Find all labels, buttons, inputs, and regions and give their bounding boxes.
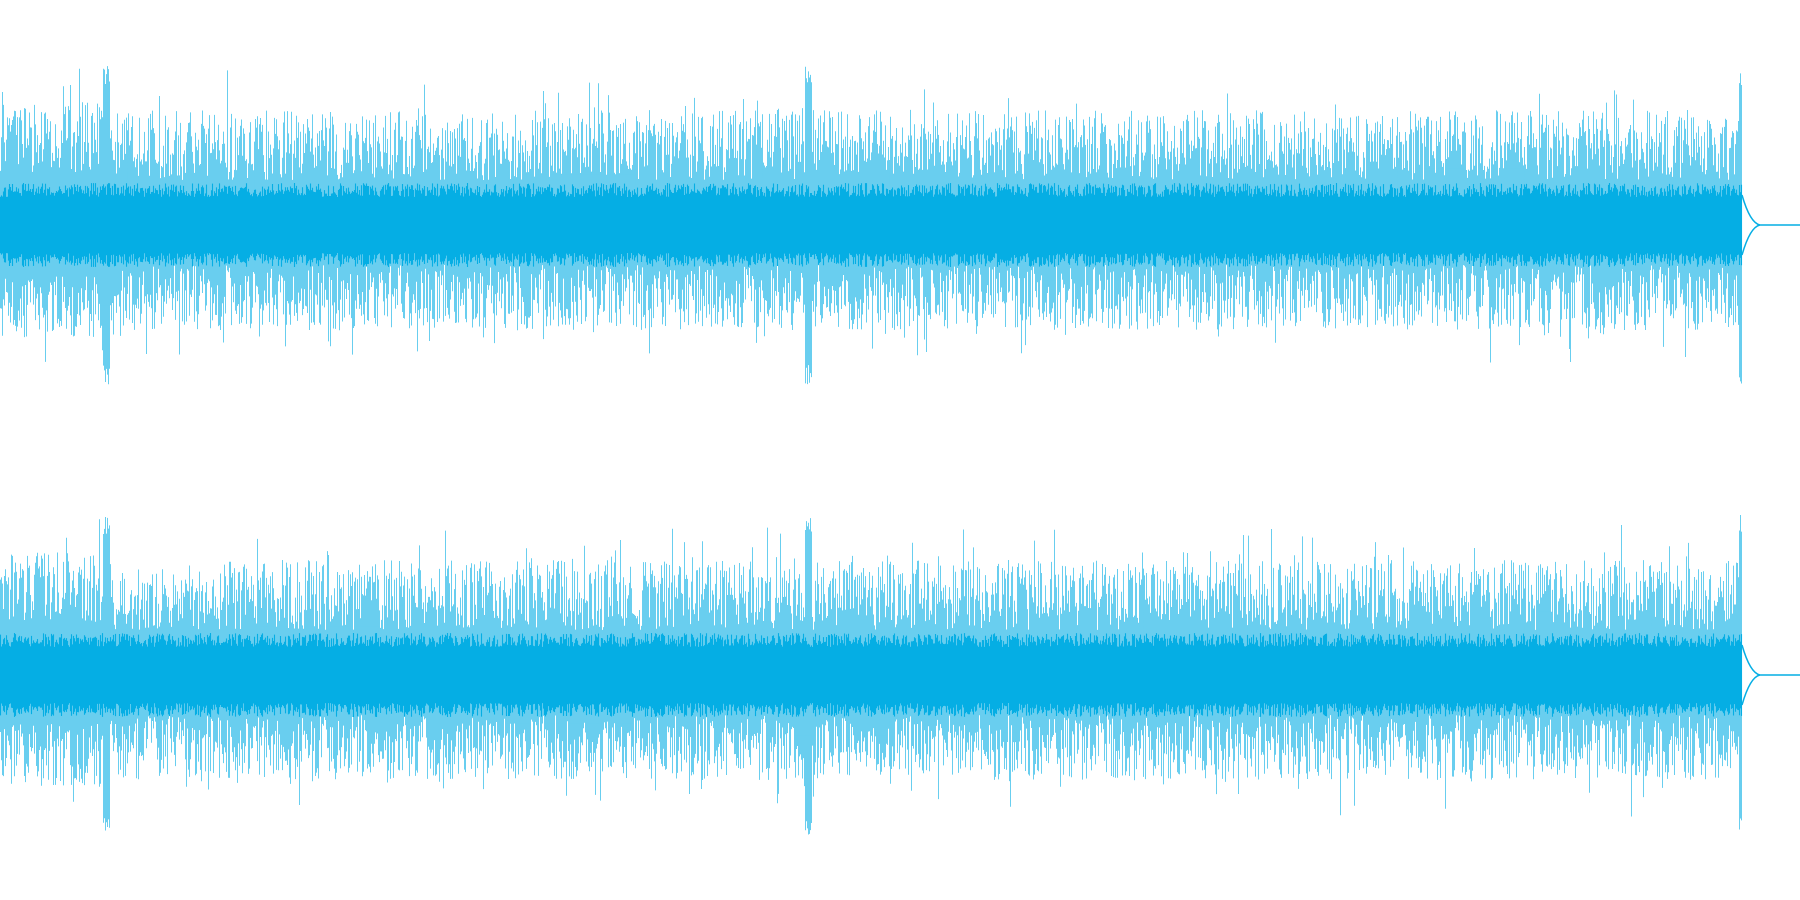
channel-left-waveform [0,66,1800,385]
channel-right-waveform [0,450,1800,900]
waveform-core-band [0,633,1743,717]
right-channel-waveform-svg [0,515,1800,835]
waveform-tail-silence [1741,194,1800,256]
waveform-tail-silence [1741,644,1800,706]
left-channel-waveform-svg [0,66,1800,385]
waveform-core-band [0,183,1743,267]
